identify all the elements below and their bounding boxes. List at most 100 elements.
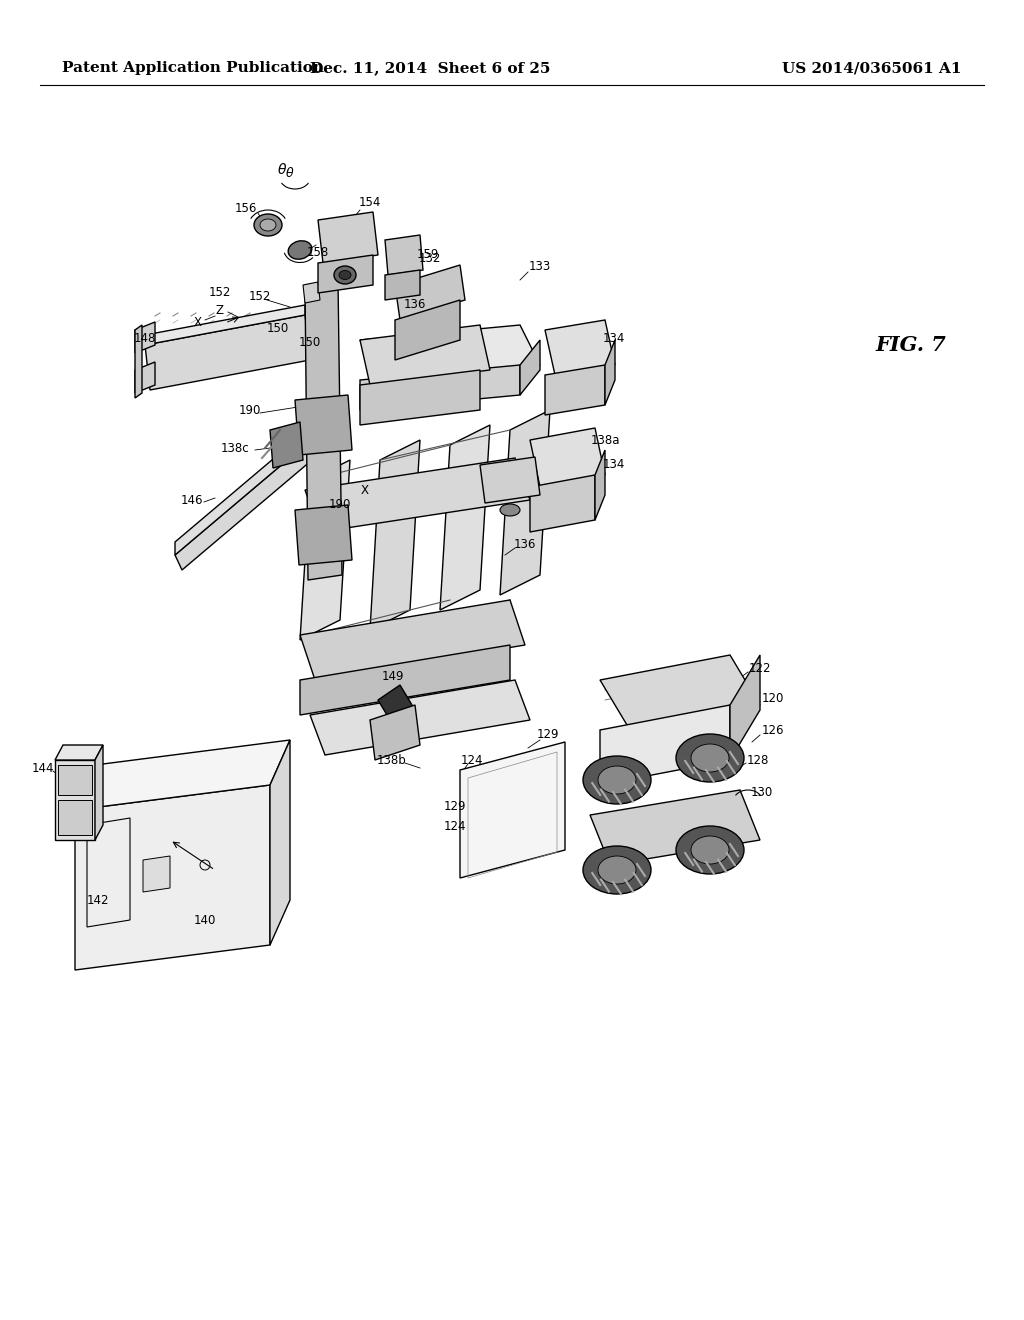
- Text: 148: 148: [134, 331, 157, 345]
- Polygon shape: [135, 362, 155, 393]
- Text: 132: 132: [419, 252, 441, 264]
- Polygon shape: [175, 432, 305, 554]
- Polygon shape: [530, 475, 595, 532]
- Ellipse shape: [334, 267, 356, 284]
- Text: 152: 152: [209, 285, 231, 298]
- Text: 190: 190: [239, 404, 261, 417]
- Polygon shape: [600, 705, 730, 785]
- Polygon shape: [55, 760, 95, 840]
- Polygon shape: [145, 305, 305, 345]
- Polygon shape: [385, 271, 420, 300]
- Polygon shape: [270, 741, 290, 945]
- Text: 122: 122: [749, 661, 771, 675]
- Text: 134: 134: [603, 331, 626, 345]
- Polygon shape: [270, 422, 303, 469]
- Text: $\theta$: $\theta$: [286, 166, 295, 180]
- Text: 133: 133: [528, 260, 551, 273]
- Text: 154: 154: [358, 195, 381, 209]
- Text: 136: 136: [403, 298, 426, 312]
- Ellipse shape: [288, 240, 312, 259]
- Polygon shape: [175, 445, 312, 570]
- Text: 130: 130: [751, 785, 773, 799]
- Text: FIG. 7: FIG. 7: [874, 335, 946, 355]
- Text: 158: 158: [307, 246, 329, 259]
- Polygon shape: [480, 457, 540, 503]
- Polygon shape: [135, 325, 142, 399]
- Polygon shape: [75, 741, 290, 810]
- Ellipse shape: [676, 826, 744, 874]
- Text: 120: 120: [762, 692, 784, 705]
- Text: 124: 124: [461, 754, 483, 767]
- Polygon shape: [143, 855, 170, 892]
- Ellipse shape: [500, 504, 520, 516]
- Polygon shape: [95, 744, 103, 840]
- Polygon shape: [395, 265, 465, 319]
- Text: 138a: 138a: [590, 433, 620, 446]
- Polygon shape: [600, 655, 760, 730]
- Text: Dec. 11, 2014  Sheet 6 of 25: Dec. 11, 2014 Sheet 6 of 25: [310, 61, 550, 75]
- Polygon shape: [303, 282, 319, 304]
- Text: 149: 149: [382, 671, 404, 684]
- Polygon shape: [530, 428, 605, 487]
- Polygon shape: [145, 315, 310, 389]
- Polygon shape: [318, 213, 378, 263]
- Polygon shape: [520, 341, 540, 395]
- Polygon shape: [58, 800, 92, 836]
- Polygon shape: [305, 458, 530, 532]
- Text: 159: 159: [417, 248, 439, 261]
- Text: 156: 156: [234, 202, 257, 214]
- Polygon shape: [318, 255, 373, 293]
- Ellipse shape: [583, 846, 651, 894]
- Text: 126: 126: [762, 723, 784, 737]
- Text: 128: 128: [746, 754, 769, 767]
- Polygon shape: [305, 280, 342, 579]
- Polygon shape: [300, 645, 510, 715]
- Ellipse shape: [691, 744, 729, 772]
- Text: 150: 150: [267, 322, 289, 334]
- Text: 129: 129: [443, 800, 466, 813]
- Polygon shape: [440, 425, 490, 610]
- Text: X: X: [194, 315, 202, 329]
- Polygon shape: [605, 341, 615, 405]
- Ellipse shape: [676, 734, 744, 781]
- Polygon shape: [590, 789, 760, 865]
- Polygon shape: [460, 742, 565, 878]
- Polygon shape: [545, 366, 605, 414]
- Text: US 2014/0365061 A1: US 2014/0365061 A1: [782, 61, 962, 75]
- Text: 138b: 138b: [377, 754, 407, 767]
- Polygon shape: [378, 685, 415, 725]
- Polygon shape: [360, 370, 480, 425]
- Ellipse shape: [260, 219, 276, 231]
- Ellipse shape: [254, 214, 282, 236]
- Polygon shape: [360, 366, 520, 411]
- Text: 144: 144: [32, 762, 54, 775]
- Text: X: X: [361, 483, 369, 496]
- Text: $\theta$: $\theta$: [276, 162, 287, 177]
- Text: 152: 152: [249, 289, 271, 302]
- Polygon shape: [500, 411, 550, 595]
- Polygon shape: [300, 601, 525, 680]
- Text: 190: 190: [329, 499, 351, 511]
- Ellipse shape: [691, 836, 729, 865]
- Ellipse shape: [583, 756, 651, 804]
- Text: 146: 146: [181, 494, 203, 507]
- Polygon shape: [295, 395, 352, 455]
- Polygon shape: [595, 450, 605, 520]
- Polygon shape: [545, 319, 615, 375]
- Text: 134: 134: [603, 458, 626, 471]
- Text: 140: 140: [194, 913, 216, 927]
- Polygon shape: [58, 766, 92, 795]
- Text: 136: 136: [514, 539, 537, 552]
- Polygon shape: [55, 744, 103, 760]
- Polygon shape: [730, 655, 760, 760]
- Text: Z: Z: [216, 304, 224, 317]
- Text: 124: 124: [443, 820, 466, 833]
- Polygon shape: [360, 325, 490, 385]
- Ellipse shape: [598, 766, 636, 795]
- Text: 138c: 138c: [221, 441, 249, 454]
- Polygon shape: [295, 506, 352, 565]
- Polygon shape: [135, 322, 155, 352]
- Polygon shape: [300, 459, 350, 640]
- Polygon shape: [395, 300, 460, 360]
- Polygon shape: [75, 785, 270, 970]
